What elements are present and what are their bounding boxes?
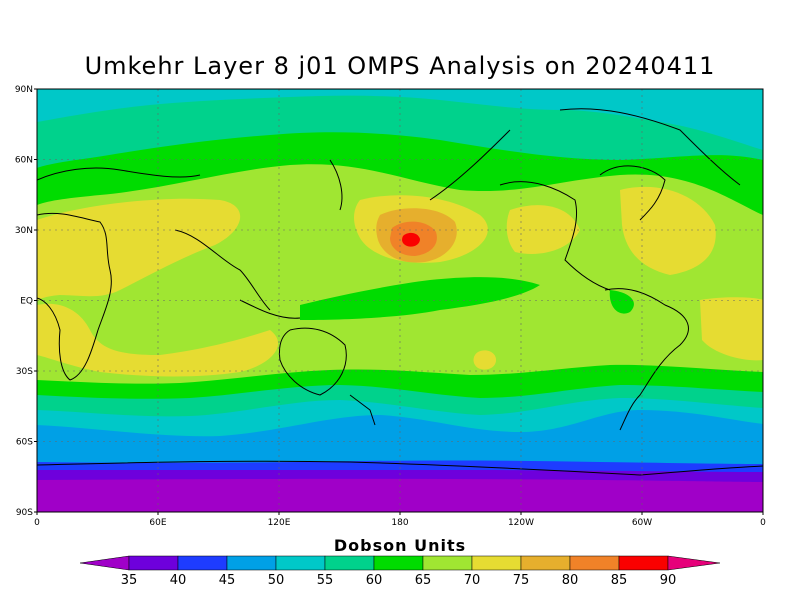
lat-tick-label: EQ [20,297,33,307]
map-title: Umkehr Layer 8 j01 OMPS Analysis on 2024… [84,52,716,80]
field-band-55-north [37,89,763,150]
lat-tick-label: 90S [16,508,33,518]
colorbar-tick-label: 35 [121,573,138,588]
colorbar-segment [618,555,669,571]
colorbar-segment [569,555,620,571]
field-yellow-atlantic-north [620,186,716,275]
colorbar-min-arrow [79,555,130,571]
lon-tick-label: 120W [508,518,534,528]
colorbar-segment [373,555,424,571]
colorbar-title: Dobson Units [333,536,467,555]
gridlines [37,89,763,512]
colorbar-segment [177,555,228,571]
field-yellow-namerica [506,205,580,254]
colorbar-tick-label: 85 [611,573,628,588]
colorbar-labels: 35 40 45 50 55 60 65 70 75 80 85 90 [121,573,677,588]
latitude-axis: 90N 60N 30N EQ 30S 60S 90S [15,85,37,518]
colorbar-segment [471,555,522,571]
field-yellow-africa [37,198,241,300]
field-red-core [402,232,420,247]
colorbar-tick-label: 45 [219,573,236,588]
lat-tick-label: 60S [16,438,33,448]
colorbar-tick-label: 65 [415,573,432,588]
lat-tick-label: 60N [15,156,33,166]
field-band-65-atlantic [609,290,634,314]
lat-tick-label: 30S [16,367,33,377]
colorbar-tick-label: 55 [317,573,334,588]
colorbar-tick-label: 70 [464,573,481,588]
colorbar-segment [275,555,326,571]
field-yellow-spot [473,350,496,370]
colorbar-segment [226,555,277,571]
colorbar [79,555,721,571]
colorbar-tick-label: 80 [562,573,579,588]
colorbar-max-arrow [667,555,721,571]
colorbar-tick-label: 60 [366,573,383,588]
lon-tick-label: 60W [632,518,652,528]
field-band-35-south [37,478,763,512]
lon-tick-label: 60E [149,518,166,528]
field-band-65-tropics [300,277,540,320]
lon-tick-label: 0 [34,518,40,528]
colorbar-tick-label: 40 [170,573,187,588]
lat-tick-label: 30N [15,226,33,236]
colorbar-tick-label: 90 [660,573,677,588]
lon-tick-label: 180 [391,518,408,528]
field-yellow-atlantic-south [700,297,763,361]
coastlines [37,108,763,476]
colorbar-segment [422,555,473,571]
colorbar-tick-label: 50 [268,573,285,588]
field-yellow-indian [37,303,279,377]
colorbar-tick-label: 75 [513,573,530,588]
lon-tick-label: 0 [760,518,766,528]
colorbar-segment [128,555,179,571]
lat-tick-label: 90N [15,85,33,95]
colorbar-segment [520,555,571,571]
longitude-axis: 0 60E 120E 180 120W 60W 0 [34,512,766,528]
lon-tick-label: 120E [268,518,291,528]
colorbar-segment [324,555,375,571]
